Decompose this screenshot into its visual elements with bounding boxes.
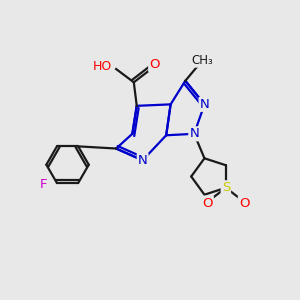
Text: O: O	[202, 196, 213, 210]
Text: S: S	[222, 181, 230, 194]
Text: O: O	[149, 58, 160, 71]
Text: HO: HO	[92, 60, 112, 73]
Text: F: F	[40, 178, 47, 191]
Text: N: N	[189, 127, 199, 140]
Text: N: N	[138, 154, 148, 167]
Text: CH₃: CH₃	[191, 54, 213, 67]
Text: O: O	[239, 196, 249, 210]
Text: N: N	[200, 98, 209, 111]
